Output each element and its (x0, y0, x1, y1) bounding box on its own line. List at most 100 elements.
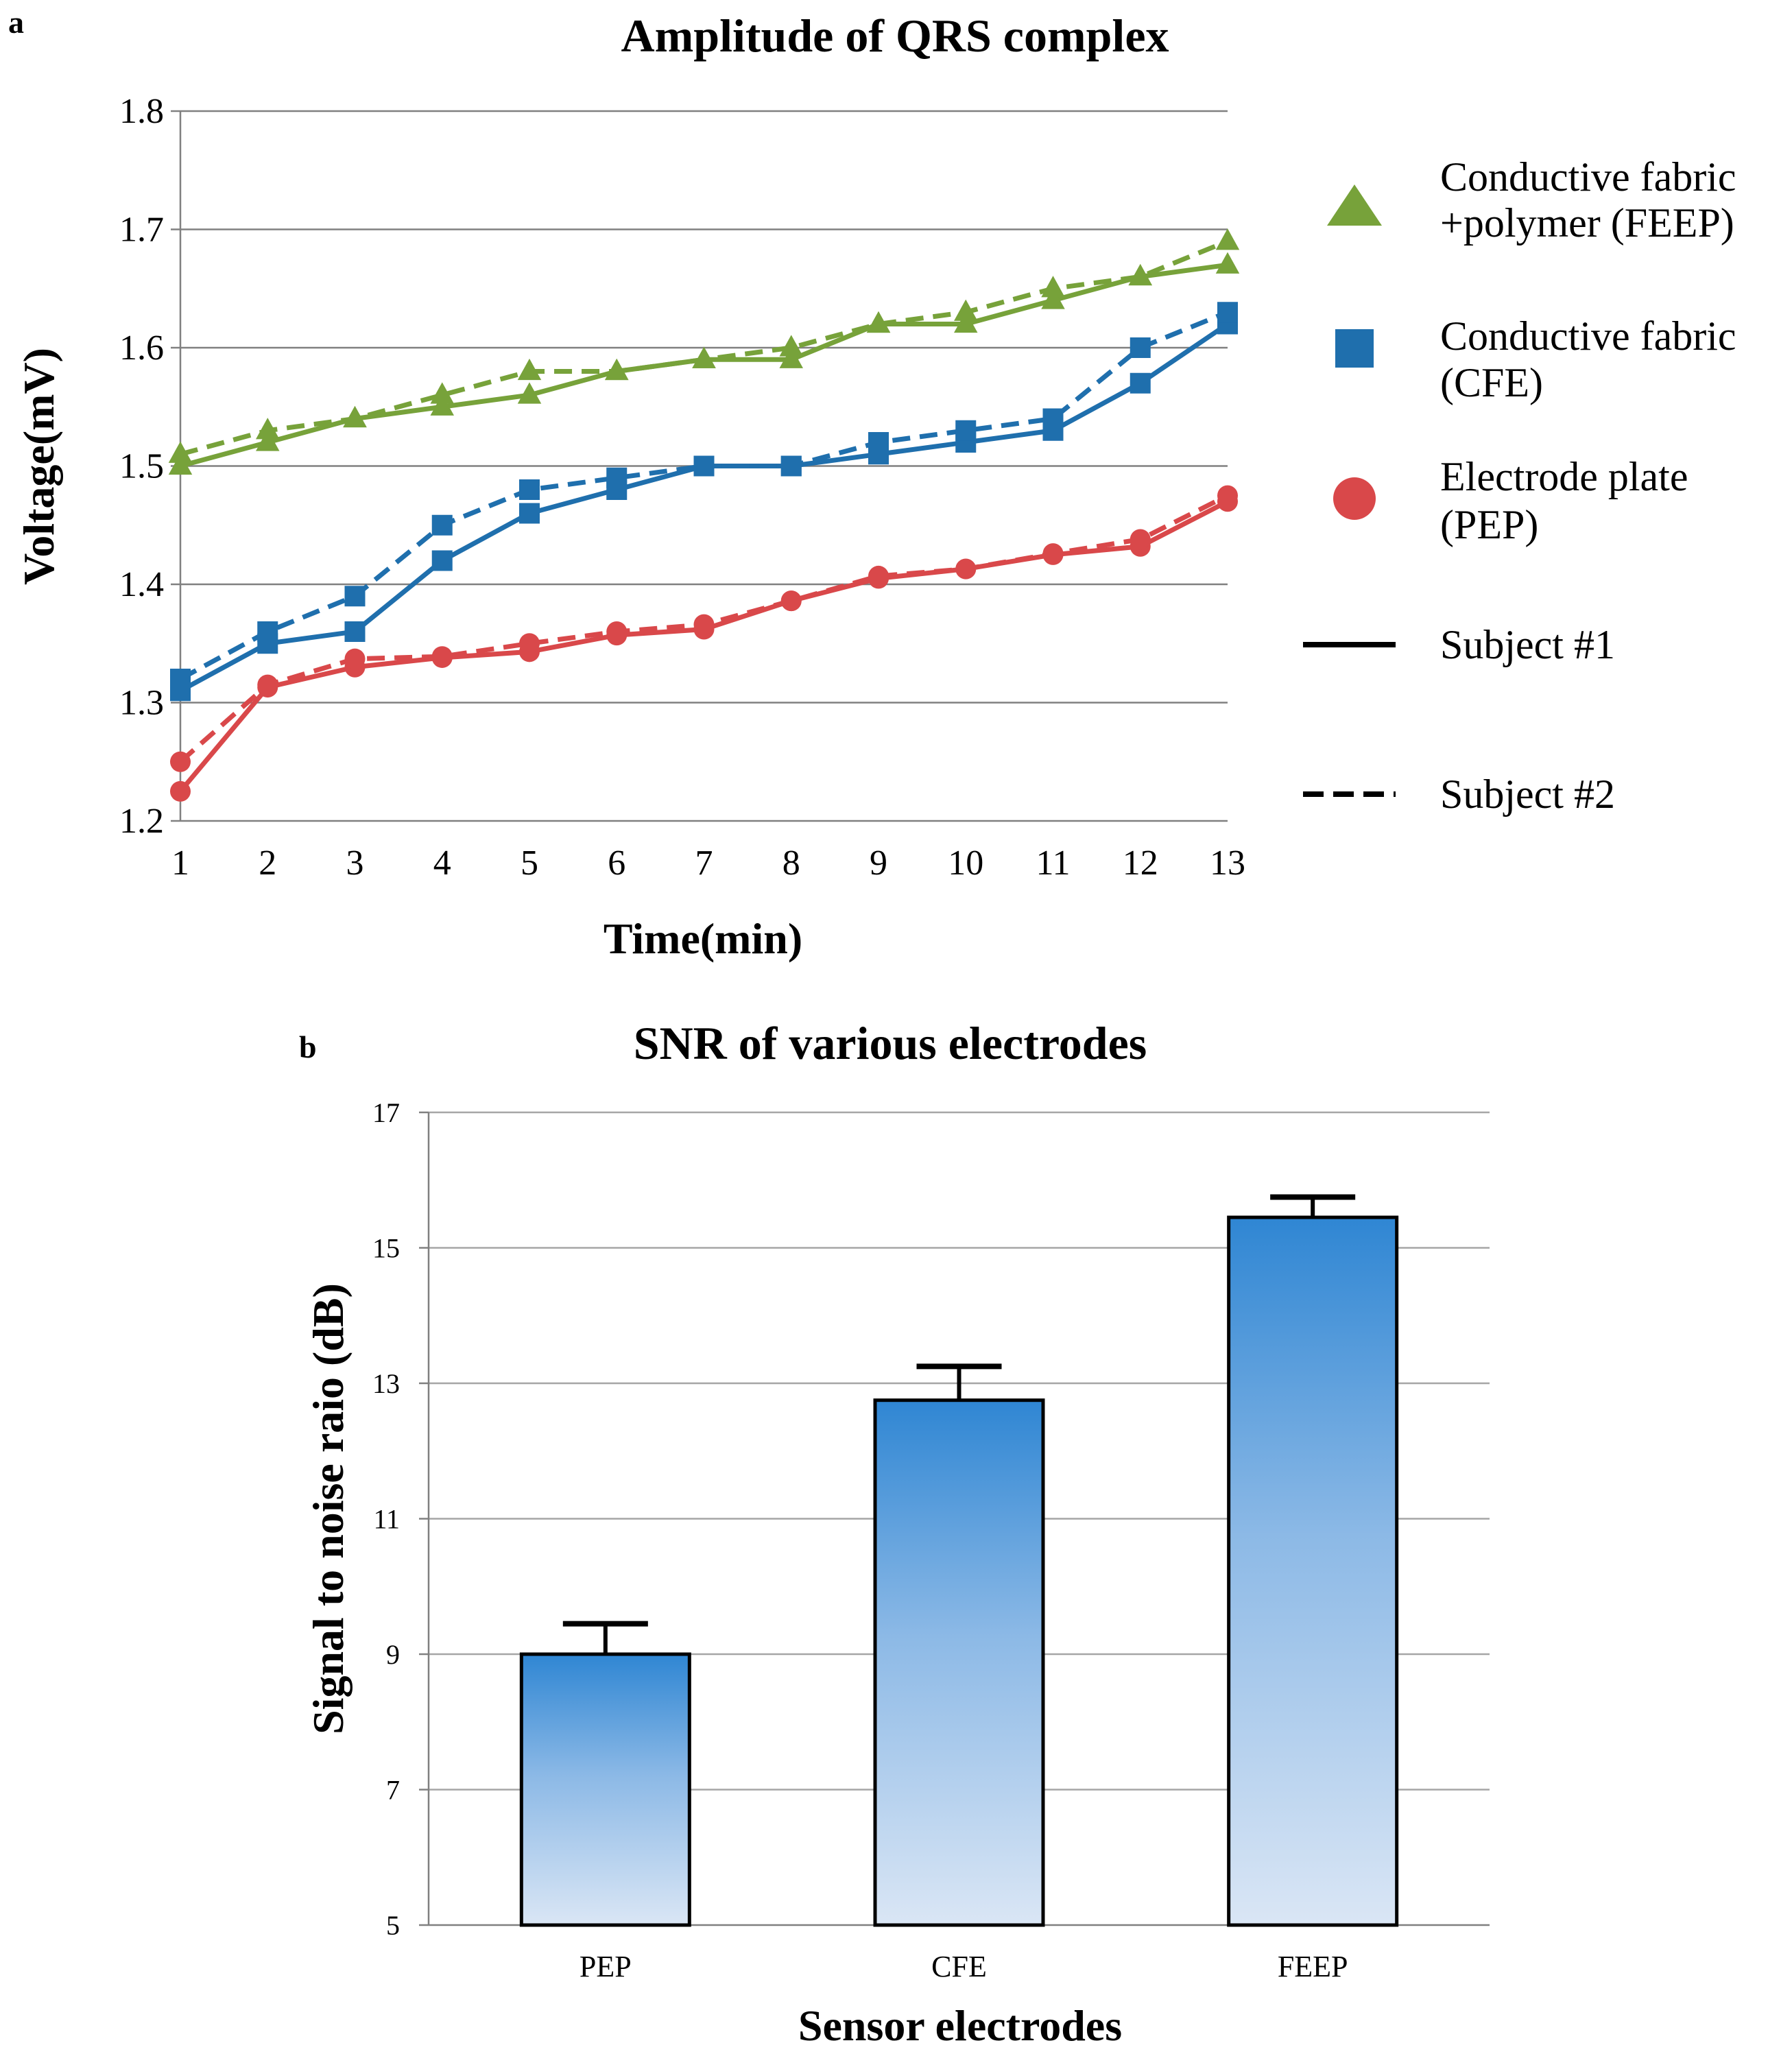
panel-b-y-ticks: 5 7 9 11 13 15 17 (372, 1097, 400, 1941)
panel-b-title: SNR of various electrodes (634, 1017, 1147, 1069)
panel-a-x-tick-label: 3 (346, 844, 364, 883)
panel-a-x-tick-label: 2 (259, 844, 276, 883)
triangle-marker (430, 382, 454, 404)
panel-a-legend: Conductive fabric +polymer (FEEP) Conducti… (1303, 154, 1736, 817)
square-marker (519, 479, 540, 500)
panel-b-y-tick-label: 7 (386, 1775, 400, 1806)
square-marker (257, 621, 278, 642)
square-marker (519, 503, 540, 524)
circle-marker (780, 590, 802, 612)
legend-square-icon (1335, 329, 1374, 368)
panel-a-x-tick-label: 12 (1123, 844, 1158, 883)
triangle-marker (1215, 228, 1240, 250)
legend-entry: Subject #2 (1303, 772, 1615, 817)
legend-entry: Electrode plate(PEP) (1333, 454, 1688, 547)
legend-label: Electrode plate (1440, 454, 1688, 499)
panel-a-x-tick-label: 5 (521, 844, 538, 883)
square-marker (1130, 337, 1151, 358)
circle-marker (170, 780, 191, 802)
circle-marker (1130, 529, 1151, 550)
circle-marker (170, 751, 191, 772)
triangle-marker (779, 335, 803, 357)
triangle-marker (954, 299, 978, 321)
square-marker (170, 669, 191, 689)
legend-label: Subject #1 (1440, 622, 1615, 667)
square-marker (431, 514, 453, 536)
panel-a-y-tick-label: 1.8 (119, 92, 164, 131)
series-pep-subject-2 (170, 485, 1238, 772)
panel-b-y-tick-label: 11 (373, 1504, 400, 1535)
series-feep-subject-2 (168, 228, 1240, 463)
panel-a-line-chart: a Amplitude of QRS complex 1.21.31.41.51… (8, 5, 1736, 963)
panel-a-x-tick-label: 13 (1210, 844, 1245, 883)
circle-marker (868, 565, 889, 586)
square-marker (344, 621, 366, 642)
triangle-marker (866, 311, 891, 333)
bar-cfe (873, 1363, 1045, 1927)
circle-marker (1042, 543, 1064, 564)
panel-b-x-axis-title: Sensor electrodes (798, 2001, 1122, 2050)
panel-a-y-ticks: 1.2 1.3 1.4 1.5 1.6 1.7 1.8 (119, 92, 164, 841)
panel-b-category-labels: PEP CFE FEEP (580, 1950, 1348, 1983)
triangle-marker (692, 346, 716, 368)
category-label: FEEP (1278, 1950, 1348, 1983)
triangle-marker (256, 429, 280, 451)
triangle-marker (517, 382, 542, 404)
triangle-marker (1041, 287, 1065, 309)
panel-a-x-tick-label: 7 (695, 844, 713, 883)
triangle-marker (430, 394, 454, 416)
square-marker (431, 550, 453, 571)
panel-b-y-tick-label: 13 (372, 1368, 400, 1399)
panel-a-series (168, 228, 1240, 802)
circle-marker (519, 633, 540, 654)
category-label: CFE (931, 1950, 987, 1983)
triangle-marker (954, 311, 978, 333)
panel-a-y-tick-label: 1.3 (119, 684, 164, 723)
panel-a-x-tick-label: 11 (1036, 844, 1070, 883)
legend-label: +polymer (FEEP) (1440, 200, 1734, 246)
panel-b-y-tick-label: 5 (386, 1910, 400, 1941)
triangle-marker (1041, 276, 1065, 298)
square-marker (344, 586, 366, 607)
square-marker (1130, 372, 1151, 394)
triangle-marker (517, 358, 542, 381)
legend-label: Conductive fabric (1440, 313, 1736, 359)
triangle-marker (343, 405, 367, 428)
legend-entry: Conductive fabric(CFE) (1335, 313, 1736, 405)
triangle-marker (1215, 252, 1240, 274)
panel-b-y-tick-label: 15 (372, 1233, 400, 1264)
square-marker (868, 432, 889, 453)
circle-marker (606, 621, 628, 642)
series-cfe-subject-1 (170, 313, 1238, 702)
panel-a-x-ticks: 1 2 3 4 5 6 7 8 9 10 11 12 13 (171, 844, 1245, 883)
circle-marker (1217, 485, 1238, 506)
triangle-marker (256, 418, 280, 440)
legend-label: (CFE) (1440, 360, 1543, 405)
legend-label: (PEP) (1440, 502, 1538, 547)
series-line (178, 499, 1229, 793)
circle-marker (344, 648, 366, 669)
square-marker (780, 455, 802, 477)
circle-marker (431, 646, 453, 667)
panel-b-bar-chart: b SNR of various electrodes 57911131517 … (299, 1017, 1490, 2050)
triangle-marker (779, 346, 803, 368)
square-marker (1217, 302, 1238, 323)
bar-pep (519, 1621, 691, 1927)
category-label: PEP (580, 1950, 632, 1983)
panel-a-x-axis-title: Time(min) (604, 914, 802, 963)
panel-a-y-tick-label: 1.4 (119, 565, 164, 604)
panel-a-x-tick-label: 6 (608, 844, 625, 883)
square-marker (1042, 408, 1064, 429)
square-marker (693, 455, 715, 477)
panel-a-y-axis-title: Voltage(mV) (14, 348, 63, 585)
legend-label: Subject #2 (1440, 772, 1615, 817)
series-cfe-subject-2 (170, 302, 1238, 689)
legend-entry: Subject #1 (1303, 622, 1615, 667)
panel-a-title: Amplitude of QRS complex (621, 10, 1169, 62)
panel-a-letter: a (8, 5, 24, 40)
triangle-marker (168, 453, 193, 475)
triangle-marker (168, 441, 193, 463)
triangle-marker (605, 358, 629, 381)
circle-marker (955, 558, 977, 580)
